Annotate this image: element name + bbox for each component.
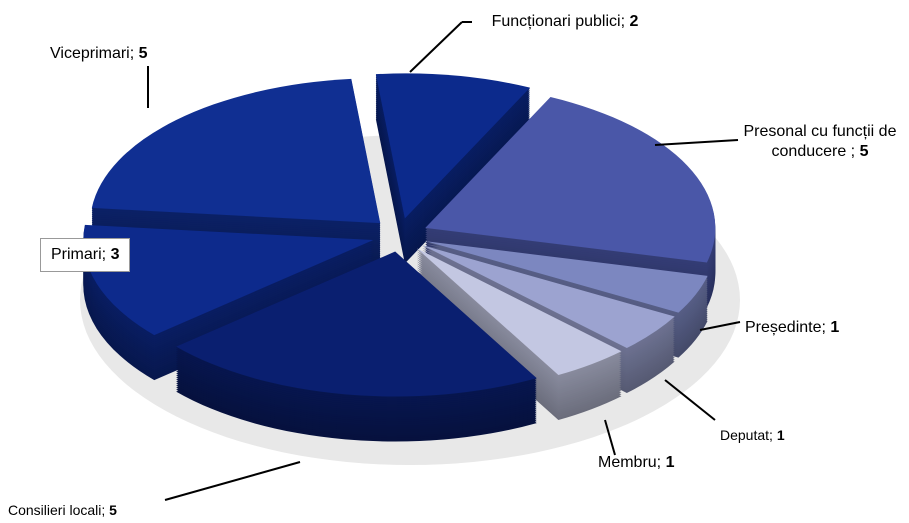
- slice-label: Presonal cu funcții de conducere ; 5: [735, 122, 905, 162]
- leader-line: [664, 379, 716, 421]
- value-label: 3: [110, 246, 120, 263]
- value-label: 5: [109, 502, 117, 518]
- leader-line: [699, 321, 741, 331]
- category-name: Deputat;: [720, 427, 773, 443]
- slice: [416, 248, 622, 375]
- category-name: Viceprimari;: [50, 45, 135, 62]
- category-name: Primari;: [51, 246, 107, 263]
- leader-line: [409, 21, 463, 73]
- category-name: Presonal cu funcții de conducere ;: [743, 123, 897, 160]
- leader-line: [654, 139, 739, 146]
- slice: [176, 251, 537, 397]
- slice-label: Funcționari publici; 2: [475, 12, 655, 32]
- value-label: 1: [830, 319, 840, 336]
- slice-label: Primari; 3: [40, 238, 131, 272]
- value-label: 1: [776, 427, 785, 443]
- slice: [83, 224, 374, 336]
- slice: [91, 78, 381, 224]
- category-name: Membru;: [598, 454, 662, 471]
- category-name: Președinte;: [745, 319, 826, 336]
- category-name: Consilieri locali;: [8, 502, 106, 518]
- leader-line: [604, 419, 616, 456]
- slice-label: Consilieri locali; 5: [8, 500, 117, 520]
- slice: [422, 245, 675, 348]
- slice-label: Membru; 1: [598, 453, 674, 473]
- value-label: 2: [629, 13, 639, 30]
- value-label: 5: [138, 45, 148, 62]
- slice-label: Președinte; 1: [745, 318, 839, 338]
- slice: [375, 73, 531, 219]
- slice-label: Deputat; 1: [720, 425, 785, 445]
- leader-line: [164, 461, 301, 501]
- value-label: 5: [859, 143, 869, 160]
- category-name: Funcționari publici;: [491, 13, 626, 30]
- slice: [426, 241, 708, 313]
- slice: [425, 97, 716, 263]
- slice-label: Viceprimari; 5: [50, 44, 148, 64]
- value-label: 1: [665, 454, 675, 471]
